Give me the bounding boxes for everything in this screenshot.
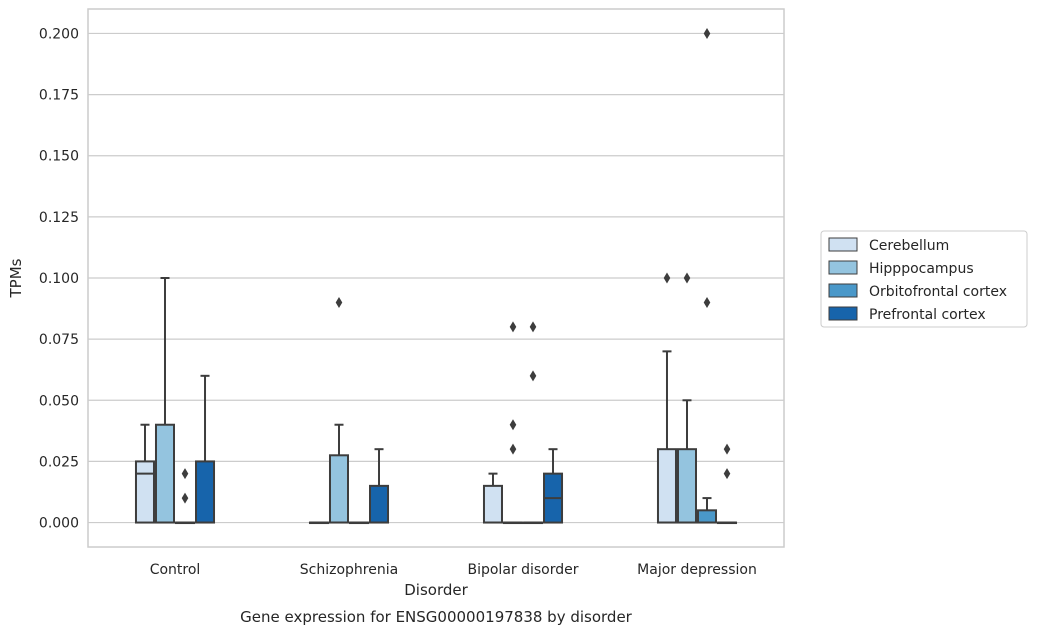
- y-tick-label: 0.150: [39, 149, 79, 165]
- box-group: [328, 296, 349, 524]
- legend: Cerebellum Hipppocampus Orbitofrontal cort…: [820, 230, 1028, 328]
- outlier-point: [703, 296, 711, 308]
- x-tick-label: Control: [150, 562, 201, 578]
- box-group: [482, 472, 503, 524]
- legend-swatch: [828, 260, 858, 275]
- y-tick-label: 0.100: [39, 271, 79, 287]
- legend-swatch: [828, 237, 858, 252]
- box: [195, 460, 216, 524]
- outlier-point: [181, 492, 189, 504]
- box: [697, 509, 718, 524]
- outlier-point: [663, 272, 671, 284]
- outlier-point: [335, 296, 343, 308]
- outlier-point: [509, 443, 517, 455]
- legend-label: Hipppocampus: [869, 261, 974, 277]
- box-group: [676, 272, 697, 524]
- y-tick-label: 0.000: [39, 516, 79, 532]
- box-group: [134, 423, 155, 524]
- outlier-point: [509, 321, 517, 333]
- box-group: [656, 272, 677, 524]
- box: [154, 423, 176, 524]
- y-tick-label: 0.025: [39, 454, 79, 470]
- chart-caption: Gene expression for ENSG00000197838 by d…: [240, 608, 633, 626]
- outlier-point: [723, 443, 731, 455]
- box: [369, 484, 390, 524]
- box-group: [543, 448, 564, 524]
- outlier-point: [529, 370, 537, 382]
- y-axis-ticks: 0.000 0.025 0.050 0.075 0.100 0.125 0.150 0.175…: [39, 26, 79, 531]
- box: [656, 448, 677, 524]
- box: [676, 448, 697, 524]
- outlier-point: [181, 468, 189, 480]
- x-tick-label: Bipolar disorder: [467, 562, 578, 578]
- y-axis-title: TPMs: [7, 258, 25, 298]
- outlier-point: [529, 321, 537, 333]
- outlier-point: [683, 272, 691, 284]
- x-axis-ticks: Control Schizophrenia Bipolar disorder Majo…: [150, 562, 757, 578]
- y-tick-label: 0.200: [39, 26, 79, 42]
- box-group: [308, 521, 329, 525]
- box-group: [175, 468, 196, 525]
- boxes: [134, 27, 738, 525]
- box-group: [502, 321, 523, 525]
- box-group: [697, 27, 718, 524]
- box: [482, 484, 503, 524]
- plot-frame: [87, 8, 785, 548]
- y-tick-label: 0.125: [39, 210, 79, 226]
- box-group: [717, 443, 738, 525]
- legend-label: Prefrontal cortex: [869, 307, 986, 323]
- y-tick-label: 0.075: [39, 332, 79, 348]
- box-group: [195, 374, 216, 524]
- outlier-point: [723, 468, 731, 480]
- x-tick-label: Major depression: [637, 562, 757, 578]
- legend-swatch: [828, 283, 858, 298]
- box-group: [523, 321, 544, 525]
- outlier-point: [703, 27, 711, 39]
- x-axis-title: Disorder: [404, 581, 468, 599]
- outlier-point: [509, 419, 517, 431]
- legend-label: Orbitofrontal cortex: [869, 284, 1007, 300]
- legend-swatch: [828, 306, 858, 321]
- x-tick-label: Schizophrenia: [300, 562, 398, 578]
- box: [328, 454, 349, 524]
- box-group: [369, 448, 390, 524]
- box: [134, 460, 155, 524]
- y-tick-label: 0.175: [39, 88, 79, 104]
- legend-frame: [820, 230, 1028, 328]
- y-tick-label: 0.050: [39, 393, 79, 409]
- legend-label: Cerebellum: [869, 238, 949, 254]
- box-group: [154, 277, 176, 524]
- box-group: [349, 521, 370, 525]
